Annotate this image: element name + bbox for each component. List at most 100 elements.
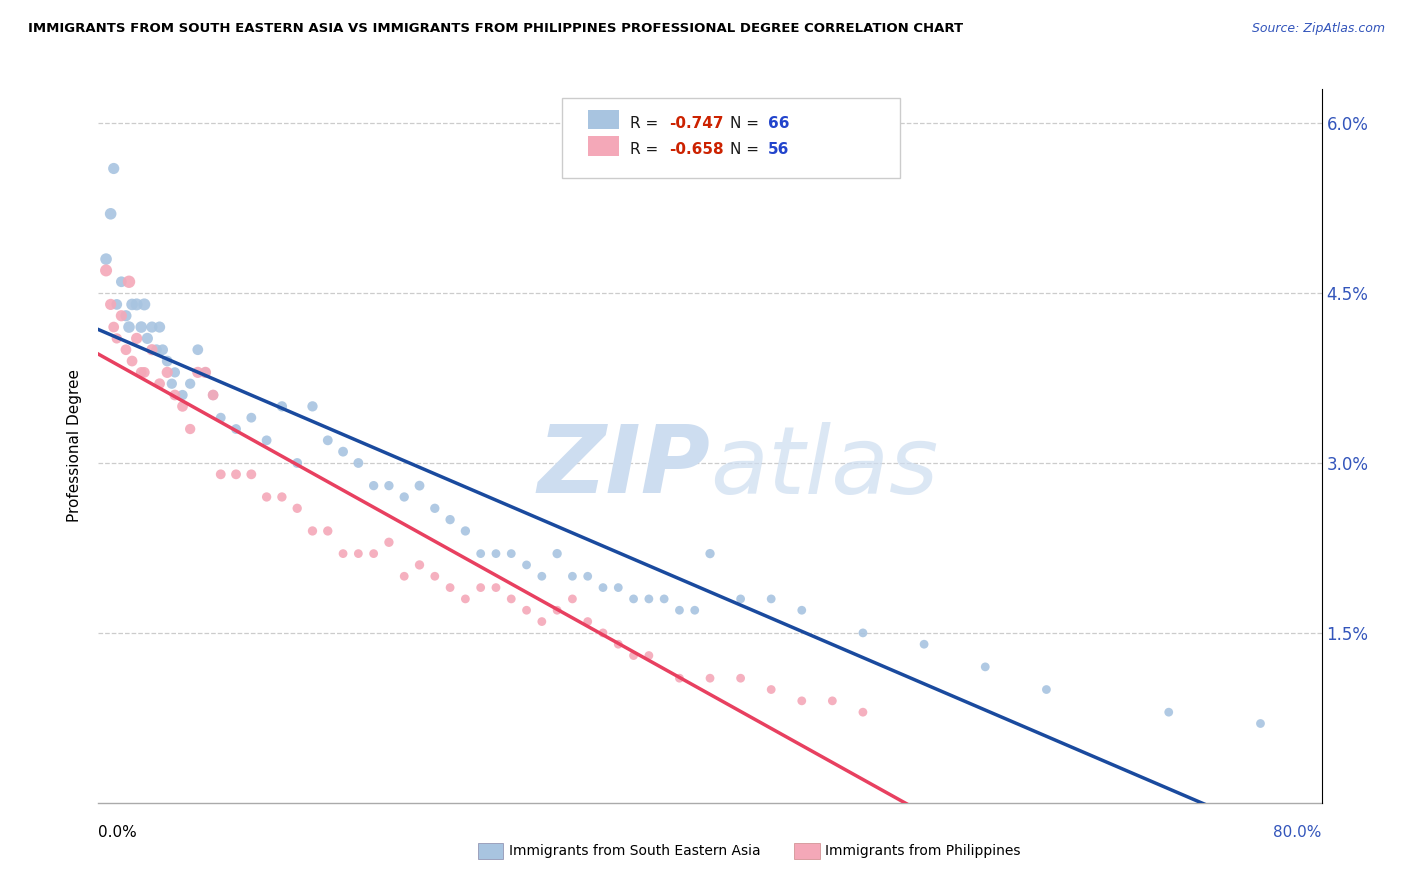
Point [592, 626, 614, 640]
Point [363, 547, 385, 561]
Point [1249, 716, 1271, 731]
Point [240, 467, 263, 482]
Point [187, 365, 209, 379]
Point [118, 320, 141, 334]
Point [209, 467, 232, 482]
Point [501, 591, 523, 606]
Point [316, 524, 339, 538]
Point [546, 603, 568, 617]
Text: IMMIGRANTS FROM SOUTH EASTERN ASIA VS IMMIGRANTS FROM PHILIPPINES PROFESSIONAL D: IMMIGRANTS FROM SOUTH EASTERN ASIA VS IM… [28, 22, 963, 36]
Point [172, 388, 194, 402]
Point [100, 297, 122, 311]
Point [115, 343, 138, 357]
Point [105, 331, 128, 345]
Point [149, 320, 172, 334]
Point [759, 682, 782, 697]
Point [378, 535, 401, 549]
Point [347, 547, 370, 561]
Text: ZIP: ZIP [537, 421, 710, 514]
Point [285, 456, 308, 470]
Point [125, 297, 148, 311]
Point [134, 297, 156, 311]
Point [110, 275, 132, 289]
Point [576, 615, 599, 629]
Point [668, 603, 690, 617]
Point [172, 400, 194, 414]
Point [94, 252, 117, 266]
Point [592, 581, 614, 595]
Point [790, 603, 813, 617]
Point [576, 569, 599, 583]
Point [485, 581, 508, 595]
Point [103, 161, 125, 176]
Text: R =: R = [630, 143, 664, 157]
Point [652, 591, 675, 606]
Text: -0.658: -0.658 [669, 143, 724, 157]
Point [1157, 705, 1180, 719]
Point [156, 354, 179, 368]
Point [285, 501, 308, 516]
Point [623, 591, 645, 606]
Point [316, 434, 339, 448]
Point [852, 626, 875, 640]
Point [121, 297, 143, 311]
Point [94, 263, 117, 277]
Point [439, 513, 461, 527]
Point [141, 343, 163, 357]
Point [363, 478, 385, 492]
Point [516, 558, 538, 572]
Point [470, 547, 492, 561]
Point [759, 591, 782, 606]
Point [100, 207, 122, 221]
Point [156, 365, 179, 379]
Point [301, 400, 323, 414]
Point [530, 615, 553, 629]
Point [225, 467, 247, 482]
Point [202, 388, 225, 402]
Point [347, 456, 370, 470]
Point [134, 365, 156, 379]
Point [516, 603, 538, 617]
Point [561, 569, 583, 583]
Text: 0.0%: 0.0% [98, 825, 138, 840]
Point [683, 603, 706, 617]
Point [561, 591, 583, 606]
Point [270, 490, 292, 504]
Point [423, 501, 446, 516]
Point [332, 444, 354, 458]
Point [125, 331, 148, 345]
Point [141, 320, 163, 334]
Text: 66: 66 [768, 116, 789, 130]
Point [145, 343, 167, 357]
Point [256, 434, 278, 448]
Point [115, 309, 138, 323]
Point [187, 343, 209, 357]
Point [821, 694, 844, 708]
Point [623, 648, 645, 663]
Text: Immigrants from South Eastern Asia: Immigrants from South Eastern Asia [509, 844, 761, 858]
Point [699, 547, 721, 561]
Point [332, 547, 354, 561]
Text: R =: R = [630, 116, 664, 130]
Text: -0.747: -0.747 [669, 116, 724, 130]
Point [530, 569, 553, 583]
Text: N =: N = [730, 143, 763, 157]
Text: Source: ZipAtlas.com: Source: ZipAtlas.com [1251, 22, 1385, 36]
Point [105, 297, 128, 311]
Point [179, 422, 201, 436]
Point [149, 376, 172, 391]
Point [470, 581, 492, 595]
Point [607, 637, 630, 651]
Point [699, 671, 721, 685]
Point [225, 422, 247, 436]
Point [121, 354, 143, 368]
Point [852, 705, 875, 719]
Point [501, 547, 523, 561]
Point [408, 558, 430, 572]
Point [668, 671, 690, 685]
Point [485, 547, 508, 561]
Point [160, 376, 183, 391]
Point [118, 275, 141, 289]
Point [202, 388, 225, 402]
Text: atlas: atlas [710, 422, 938, 513]
